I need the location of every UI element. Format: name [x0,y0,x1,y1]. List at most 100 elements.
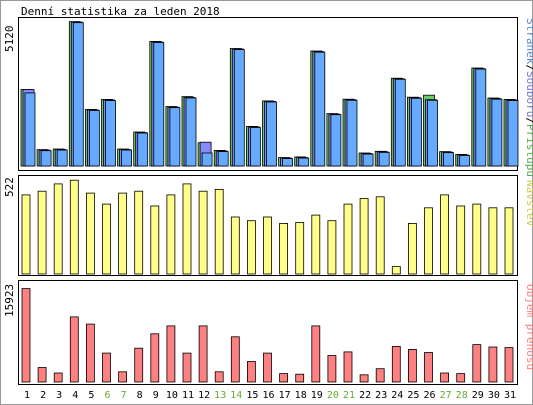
day-label-27: 27 [440,390,452,401]
bar-pages-day-29 [475,68,487,167]
bar-visits-day-28 [456,205,466,275]
day-label-22: 22 [359,390,371,401]
bar-pages-day-9 [153,42,165,167]
visits-panel-legend: Návštěv [524,180,533,227]
bar-pages-day-3 [56,149,68,167]
day-label-5: 5 [88,390,94,401]
bar-visits-day-6 [102,203,111,275]
bar-pages-day-15 [249,127,261,167]
bar-pages-day-19 [314,51,326,167]
kbytes-panel-legend: Objem přenosu [524,284,533,370]
bar-visits-day-24 [391,266,401,275]
bar-visits-day-5 [86,192,95,275]
bar-kbytes-day-5 [86,323,95,383]
bar-kbytes-day-15 [246,361,256,383]
day-label-26: 26 [423,390,435,401]
bar-kbytes-day-8 [134,347,144,383]
bar-kbytes-day-25 [407,348,417,383]
day-label-21: 21 [343,390,355,401]
bar-visits-day-3 [53,183,63,275]
bar-pages-day-1 [24,92,36,167]
traffic-panel-frame [18,17,518,171]
bar-visits-day-20 [327,220,337,275]
bar-kbytes-day-1 [21,288,31,383]
bar-pages-day-23 [378,151,390,167]
bar-pages-day-8 [137,132,149,167]
day-label-30: 30 [488,390,500,401]
kbytes-panel: 15923 Objem přenosu [3,280,533,385]
visits-panel-max-label: 522 [3,177,16,197]
bar-pages-day-17 [282,158,294,167]
bar-kbytes-day-24 [391,345,401,383]
bar-kbytes-day-21 [343,351,353,383]
legend-kbytes: Objem přenosu [524,284,533,370]
bar-pages-day-14 [233,49,245,167]
bar-pages-day-26 [427,99,438,167]
bar-kbytes-day-20 [327,355,337,383]
day-label-6: 6 [104,390,110,401]
bar-visits-day-1 [21,194,31,275]
bar-kbytes-day-11 [182,352,192,383]
bar-pages-day-25 [410,97,422,167]
bar-pages-day-31 [507,100,519,167]
bar-kbytes-day-31 [504,347,514,383]
bar-visits-day-19 [311,214,321,275]
bar-pages-day-27 [443,152,455,167]
bar-visits-day-2 [37,190,47,275]
bar-kbytes-day-7 [118,371,127,383]
bar-pages-day-2 [40,150,52,167]
bar-visits-day-22 [359,198,369,275]
bar-visits-day-25 [407,222,417,275]
bar-kbytes-day-26 [424,352,433,383]
day-label-8: 8 [137,390,143,401]
day-label-29: 29 [472,390,484,401]
visits-bars [21,179,514,275]
legend-hits: Přístupů [524,124,533,177]
chart-title: Denní statistika za leden 2018 [21,5,220,18]
bar-visits-day-26 [424,207,433,275]
bar-pages-day-16 [266,101,277,167]
bar-pages-day-21 [346,99,358,167]
bar-visits-day-16 [263,216,272,275]
day-axis-labels: 1 2 3 4 5 6 7 8 9 10 11 12 13 14 15 16 17 18 19 20 21 22 23 24 2… [24,390,516,401]
traffic-panel: 5120 Stránek/Souborů/Přístupů [3,17,533,177]
bar-pages-day-30 [491,98,503,167]
bar-visits-day-17 [279,222,289,275]
day-label-24: 24 [391,390,403,401]
bar-pages-day-18 [298,157,310,167]
day-label-14: 14 [230,390,242,401]
bar-kbytes-day-6 [102,352,111,383]
bar-kbytes-day-3 [53,372,63,383]
legend-separator: / [524,64,533,71]
bar-kbytes-day-2 [37,367,47,383]
bar-kbytes-day-10 [166,325,176,383]
bar-kbytes-day-9 [150,333,160,383]
day-label-7: 7 [121,390,127,401]
bar-kbytes-day-18 [295,373,305,383]
bar-pages-day-5 [89,110,100,167]
bar-pages-day-28 [459,155,471,167]
day-label-9: 9 [153,390,159,401]
bar-visits-day-29 [472,203,482,275]
bar-pages-day-7 [121,149,132,167]
day-label-23: 23 [375,390,387,401]
traffic-panel-legend: Stránek/Souborů/Přístupů [524,18,533,177]
bar-kbytes-day-27 [440,372,450,383]
bar-visits-day-23 [375,196,385,275]
bar-kbytes-day-12 [198,325,208,383]
bar-visits-day-18 [295,222,305,275]
day-label-13: 13 [214,390,226,401]
bar-visits-day-4 [69,179,79,275]
day-label-12: 12 [198,390,210,401]
day-label-15: 15 [246,390,258,401]
day-label-16: 16 [262,390,274,401]
bar-visits-day-9 [150,205,160,275]
day-label-3: 3 [56,390,62,401]
bar-kbytes-day-30 [488,346,498,383]
day-label-11: 11 [182,390,194,401]
kbytes-panel-frame [18,280,518,385]
legend-pages: Stránek [524,18,533,65]
day-label-18: 18 [295,390,307,401]
bar-kbytes-day-22 [359,374,369,383]
bar-visits-day-7 [118,192,127,275]
